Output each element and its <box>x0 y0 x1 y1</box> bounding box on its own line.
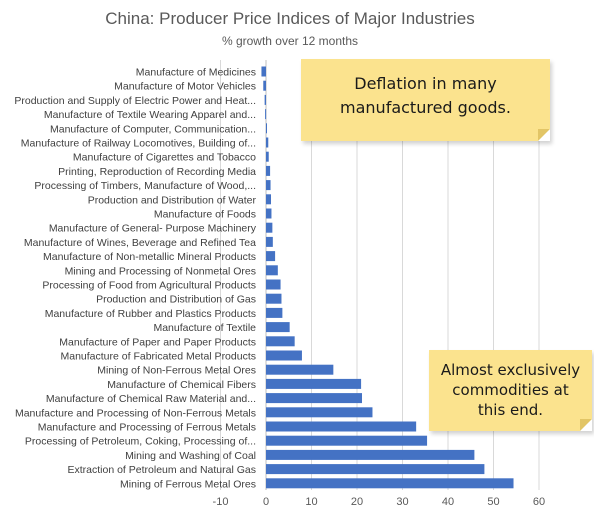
bar <box>264 94 266 105</box>
bars <box>261 66 514 489</box>
category-label: Mining and Washing of Coal <box>125 450 256 462</box>
bar <box>266 449 475 460</box>
category-label: Manufacture of Textile Wearing Apparel a… <box>44 109 256 121</box>
bar <box>266 293 282 304</box>
category-label: Processing of Timbers, Manufacture of Wo… <box>34 180 256 192</box>
bar <box>266 236 273 247</box>
x-tick-label: -10 <box>213 496 229 508</box>
bar <box>266 180 271 191</box>
category-label: Processing of Petroleum, Coking, Process… <box>25 436 256 448</box>
category-label: Production and Distribution of Water <box>88 194 257 206</box>
bar <box>261 66 266 77</box>
bar <box>266 421 417 432</box>
category-label: Production and Supply of Electric Power … <box>14 95 256 107</box>
commodities-note-text: Almost exclusively commodities at this e… <box>440 361 581 419</box>
category-label: Manufacture of Chemical Fibers <box>107 379 256 391</box>
category-label: Manufacture of Railway Locomotives, Buil… <box>21 138 256 150</box>
category-label: Manufacture and Processing of Ferrous Me… <box>38 422 256 434</box>
bar <box>266 478 514 489</box>
bar <box>266 251 276 262</box>
x-tick-label: 30 <box>396 496 408 508</box>
category-label: Mining of Ferrous Metal Ores <box>120 478 256 490</box>
category-label: Mining and Processing of Nonmetal Ores <box>65 265 256 277</box>
category-label: Manufacture of General- Purpose Machiner… <box>49 223 257 235</box>
category-label: Manufacture and Processing of Non-Ferrou… <box>15 407 256 419</box>
x-tick-label: 50 <box>487 496 499 508</box>
commodities-note: Almost exclusively commodities at this e… <box>429 350 592 431</box>
bar <box>265 109 267 120</box>
category-label: Manufacture of Cigarettes and Tobacco <box>73 152 256 164</box>
category-label: Mining of Non-Ferrous Metal Ores <box>97 365 256 377</box>
x-tick-label: 60 <box>533 496 545 508</box>
category-label: Manufacture of Rubber and Plastics Produ… <box>45 308 256 320</box>
category-label: Manufacture of Paper and Paper Products <box>59 336 256 348</box>
category-label: Manufacture of Foods <box>154 209 256 221</box>
bar <box>266 378 362 389</box>
note-fold <box>538 129 550 141</box>
category-label: Extraction of Petroleum and Natural Gas <box>67 464 256 476</box>
bar <box>263 80 266 91</box>
note-fold <box>580 419 592 431</box>
deflation-note-text: Deflation in many manufactured goods. <box>340 74 511 117</box>
category-label: Production and Distribution of Gas <box>96 294 256 306</box>
x-axis-tick-labels: -10 0 10 20 30 40 50 60 <box>213 496 546 508</box>
bar <box>266 364 334 375</box>
category-label: Printing, Reproduction of Recording Medi… <box>58 166 256 178</box>
category-label: Processing of Food from Agricultural Pro… <box>42 280 256 292</box>
x-tick-label: 40 <box>442 496 454 508</box>
category-label: Manufacture of Fabricated Metal Products <box>60 351 256 363</box>
bar <box>266 322 290 333</box>
bar <box>266 350 302 361</box>
category-label: Manufacture of Chemical Raw Material and… <box>46 393 256 405</box>
bar <box>266 336 295 347</box>
bar <box>266 464 485 475</box>
category-label: Manufacture of Medicines <box>136 67 256 79</box>
bar <box>266 435 428 446</box>
chart-subtitle: % growth over 12 months <box>222 34 358 48</box>
bar <box>266 265 278 276</box>
x-tick-label: 10 <box>305 496 317 508</box>
category-label: Manufacture of Computer, Communication..… <box>50 123 256 135</box>
bar <box>266 407 373 418</box>
bar <box>266 208 272 219</box>
category-label: Manufacture of Non-metallic Mineral Prod… <box>43 251 256 263</box>
bar <box>266 222 273 233</box>
x-tick-label: 20 <box>351 496 363 508</box>
bar <box>266 194 272 205</box>
chart-title: China: Producer Price Indices of Major I… <box>105 9 474 28</box>
category-labels: Manufacture of Medicines Manufacture of M… <box>14 67 256 491</box>
bar <box>266 137 269 148</box>
category-label: Manufacture of Wines, Beverage and Refin… <box>24 237 256 249</box>
category-label: Manufacture of Textile <box>153 322 256 334</box>
category-label: Manufacture of Motor Vehicles <box>114 81 256 93</box>
deflation-note: Deflation in many manufactured goods. <box>301 59 550 141</box>
bar <box>266 151 269 162</box>
bar <box>266 393 363 404</box>
x-tick-label: 0 <box>263 496 269 508</box>
bar <box>266 165 271 176</box>
bar <box>266 279 281 290</box>
bar <box>266 123 267 134</box>
bar <box>266 307 283 318</box>
